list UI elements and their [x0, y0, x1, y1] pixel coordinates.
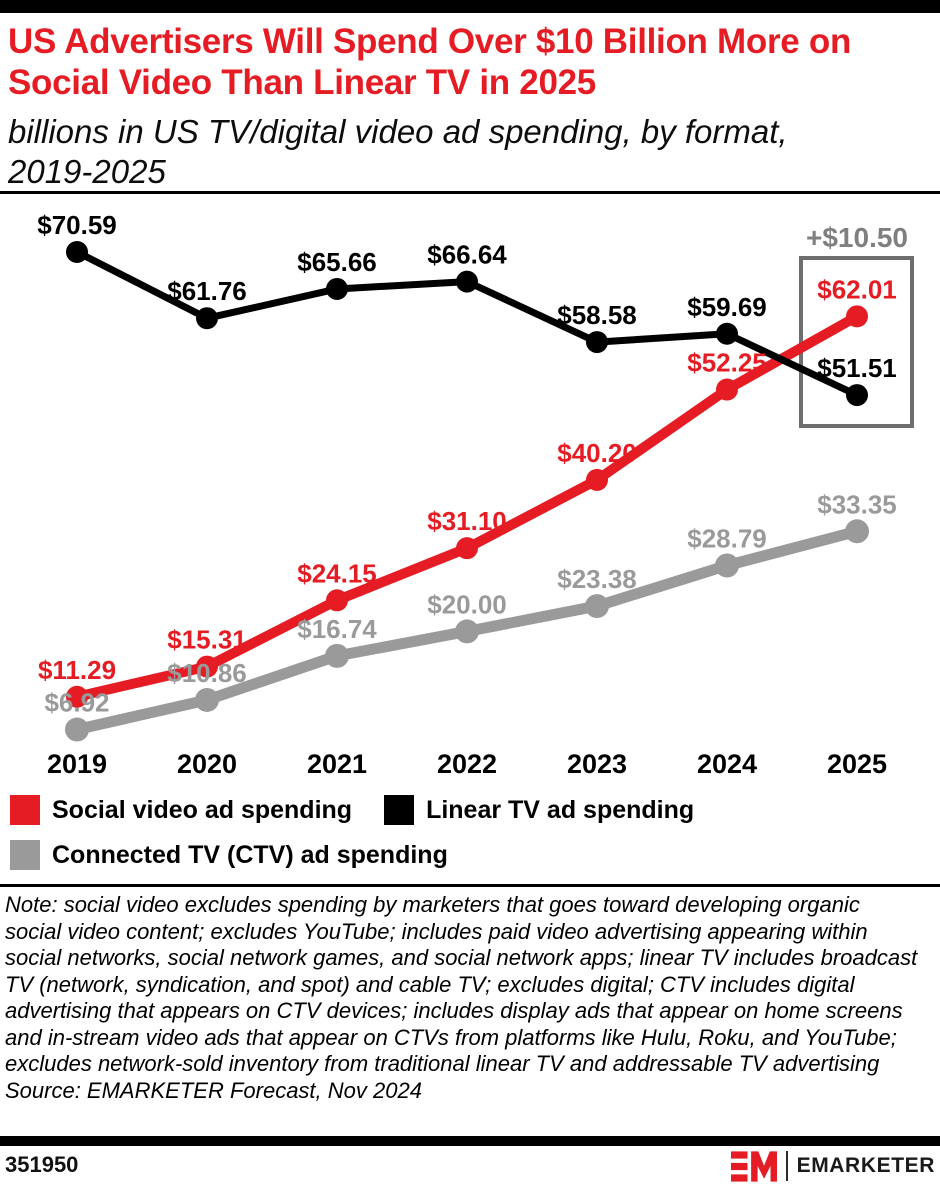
- legend-swatch-social-video-icon: [10, 795, 40, 825]
- data-point: [325, 643, 349, 668]
- chart-id: 351950: [5, 1152, 79, 1177]
- value-label: $23.38: [557, 564, 637, 594]
- value-label: $66.64: [427, 240, 507, 270]
- legend-item-linear-tv: Linear TV ad spending: [384, 795, 694, 825]
- x-axis-label: 2019: [47, 749, 107, 779]
- highlight-box: [799, 256, 914, 428]
- brand-name: EMARKETER: [796, 1154, 935, 1177]
- value-label: $51.51: [817, 353, 897, 383]
- data-point: [65, 717, 89, 742]
- legend-row: Connected TV (CTV) ad spending: [10, 840, 930, 870]
- data-point: [586, 468, 608, 491]
- value-label: $58.58: [557, 300, 637, 330]
- legend-label-ctv: Connected TV (CTV) ad spending: [52, 840, 448, 869]
- data-point: [585, 594, 609, 619]
- x-axis-label: 2024: [697, 749, 757, 779]
- data-point: [586, 331, 608, 354]
- value-label: $28.79: [687, 524, 767, 554]
- note-text: Note: social video excludes spending by …: [5, 892, 918, 1076]
- data-point: [845, 519, 869, 544]
- value-label: $20.00: [427, 589, 507, 619]
- data-point: [196, 655, 218, 678]
- legend-item-ctv: Connected TV (CTV) ad spending: [10, 840, 448, 870]
- data-point: [195, 687, 219, 712]
- data-point: [326, 589, 348, 612]
- data-point: [846, 384, 868, 407]
- legend-swatch-ctv-icon: [10, 840, 40, 870]
- data-point: [716, 322, 738, 345]
- value-label: $40.20: [557, 438, 637, 468]
- data-point: [456, 270, 478, 293]
- data-point: [66, 685, 88, 708]
- value-label: $62.01: [817, 274, 897, 304]
- page-title: US Advertisers Will Spend Over $10 Billi…: [8, 22, 852, 102]
- value-label: $11.29: [38, 655, 116, 685]
- header-divider: [0, 191, 940, 194]
- bottom-bar: [0, 1136, 940, 1146]
- value-label: $10.86: [167, 658, 247, 688]
- value-label: $33.35: [817, 489, 897, 519]
- chart-subtitle: billions in US TV/digital video ad spend…: [8, 113, 788, 190]
- x-axis-label: 2023: [567, 749, 627, 779]
- legend-divider: [0, 884, 940, 887]
- data-point: [716, 378, 738, 401]
- value-label: $61.76: [167, 276, 247, 306]
- data-point: [715, 553, 739, 578]
- data-point: [196, 307, 218, 330]
- value-label: $15.31: [167, 625, 247, 655]
- x-axis-label: 2025: [827, 749, 887, 779]
- emarketer-logo: EMARKETER: [730, 1149, 935, 1183]
- line-chart: $6.92 $10.86 $16.74 $20.00 $23.38 $28.79 $33.3…: [0, 194, 940, 786]
- logo-divider: [785, 1151, 788, 1181]
- source-text: Source: EMARKETER Forecast, Nov 2024: [5, 1077, 422, 1103]
- annotation-label: +$10.50: [806, 222, 908, 253]
- legend-item-social-video: Social video ad spending: [10, 795, 352, 825]
- x-axis-label: 2022: [437, 749, 497, 779]
- value-label: $59.69: [687, 292, 767, 322]
- legend-label-linear-tv: Linear TV ad spending: [426, 795, 695, 824]
- chart-legend: Social video ad spending Linear TV ad sp…: [10, 795, 930, 885]
- value-label: $65.66: [297, 247, 377, 277]
- data-point: [66, 241, 88, 263]
- em-logo-icon: [730, 1150, 777, 1182]
- notes-block: Note: social video excludes spending by …: [5, 892, 919, 1104]
- value-label: $31.10: [427, 506, 507, 536]
- data-point: [455, 619, 479, 644]
- data-point: [456, 537, 478, 560]
- value-label: $16.74: [297, 614, 377, 644]
- value-label: $52.25: [687, 348, 767, 378]
- x-axis-label: 2020: [177, 749, 237, 779]
- value-label: $24.15: [297, 558, 377, 588]
- x-axis-label: 2021: [307, 749, 367, 779]
- value-label: $6.92: [44, 688, 109, 718]
- data-point: [846, 305, 868, 328]
- top-bar: [0, 0, 940, 13]
- legend-row: Social video ad spending Linear TV ad sp…: [10, 795, 930, 825]
- data-point: [326, 277, 348, 300]
- value-label: $70.59: [37, 210, 117, 240]
- legend-swatch-linear-tv-icon: [384, 795, 415, 825]
- legend-label-social-video: Social video ad spending: [52, 795, 353, 824]
